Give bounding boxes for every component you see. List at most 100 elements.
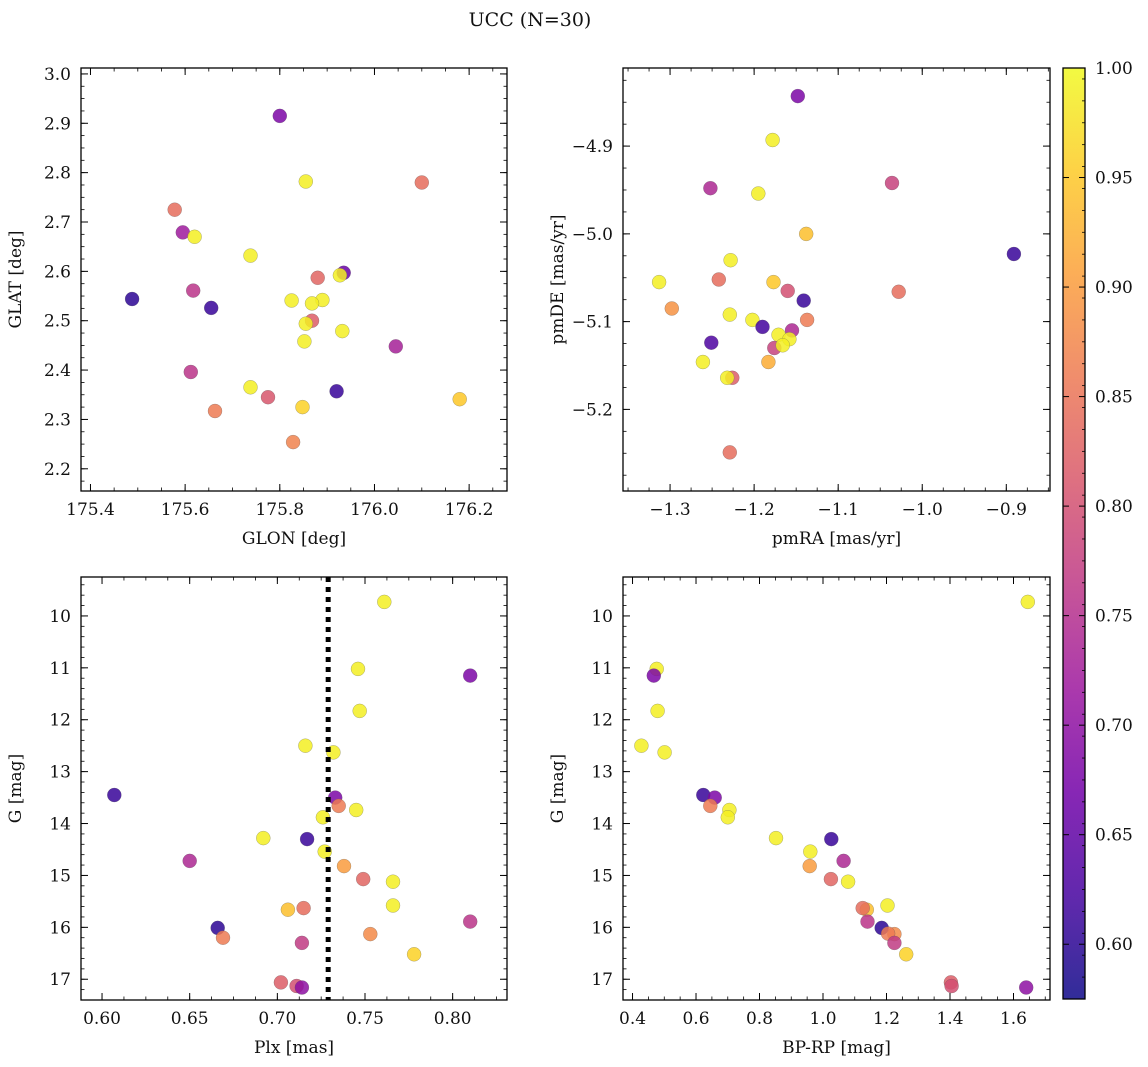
y-tick-label: 2.8 xyxy=(44,164,71,184)
scatter-point xyxy=(295,399,310,415)
scatter-point xyxy=(352,703,367,719)
x-axis-label: pmRA [mas/yr] xyxy=(772,529,901,549)
scatter-point xyxy=(899,947,914,962)
x-axis-label: BP-RP [mag] xyxy=(782,1038,891,1058)
x-tick-label: 0.60 xyxy=(83,1009,121,1029)
y-tick-label: 17 xyxy=(49,970,71,990)
scatter-point xyxy=(203,300,219,316)
y-tick-label: −5.2 xyxy=(572,400,613,420)
x-tick-label: 1.4 xyxy=(936,1009,963,1029)
x-axis-label: GLON [deg] xyxy=(242,529,346,549)
scatter-point xyxy=(780,283,795,299)
x-tick-label: 175.6 xyxy=(161,500,210,520)
scatter-point xyxy=(349,802,364,818)
scatter-point xyxy=(884,175,900,191)
scatter-point xyxy=(1006,246,1022,262)
x-tick-label: 0.80 xyxy=(434,1009,472,1029)
x-tick-label: 175.4 xyxy=(66,500,115,520)
colorbar: 0.60 0.65 0.70 0.75 0.80 0.85 0.90 0.95 1.00 xyxy=(1062,59,1133,1000)
scatter-point xyxy=(215,930,231,945)
scatter-point xyxy=(651,274,667,290)
colorbar-tick-label: 1.00 xyxy=(1095,59,1133,79)
scatter-point xyxy=(260,390,276,405)
colorbar-fill xyxy=(1063,68,1085,999)
scatter-point xyxy=(452,392,467,407)
scatter-point xyxy=(294,980,310,995)
x-tick-label: 1.0 xyxy=(809,1009,836,1029)
scatter-points xyxy=(634,594,1036,995)
scatter-point xyxy=(695,354,711,370)
y-axis-label: pmDE [mas/yr] xyxy=(548,214,568,344)
y-tick-label: 11 xyxy=(49,659,71,679)
scatter-point xyxy=(704,335,719,350)
scatter-point xyxy=(414,175,429,190)
y-tick-label: 2.3 xyxy=(44,410,71,430)
scatter-point xyxy=(664,301,679,316)
x-tick-label: −1.3 xyxy=(649,500,690,520)
y-tick-label: 14 xyxy=(591,815,613,835)
y-tick-label: 17 xyxy=(591,970,613,990)
colorbar-tick-label: 0.80 xyxy=(1095,497,1133,517)
scatter-point xyxy=(887,935,902,951)
y-tick-label: −5.1 xyxy=(572,313,613,333)
scatter-point xyxy=(363,926,378,942)
scatter-point xyxy=(388,339,403,354)
colorbar-tick-label: 0.75 xyxy=(1095,607,1133,627)
y-axis-label: GLAT [deg] xyxy=(6,230,26,328)
scatter-point xyxy=(298,174,313,189)
ticks: 0.4 0.6 0.8 1.0 1.2 1.4 1.6 10 11 12 13 14 15 16 17 xyxy=(591,577,1050,1029)
axes-frame xyxy=(622,576,1051,1001)
scatter-point xyxy=(284,293,299,308)
scatter-point xyxy=(796,293,811,308)
scatter-point xyxy=(335,323,350,339)
scatter-point xyxy=(299,831,315,847)
x-tick-label: 0.6 xyxy=(682,1009,709,1029)
scatter-point xyxy=(272,108,287,124)
scatter-point xyxy=(185,283,201,298)
scatter-point xyxy=(840,874,856,889)
scatter-point xyxy=(167,202,182,217)
x-tick-label: −1.0 xyxy=(902,500,943,520)
scatter-point xyxy=(745,312,760,328)
scatter-point xyxy=(761,354,776,370)
scatter-point xyxy=(723,253,738,268)
scatter-point xyxy=(855,900,870,916)
scatter-point xyxy=(768,830,784,846)
scatter-point xyxy=(385,874,401,889)
scatter-point xyxy=(1020,594,1036,610)
scatter-point xyxy=(187,229,202,245)
y-tick-label: 3.0 xyxy=(44,65,71,85)
colorbar-tick-label: 0.85 xyxy=(1095,388,1133,408)
x-tick-label: 0.8 xyxy=(746,1009,773,1029)
scatter-point xyxy=(722,307,737,322)
x-tick-label: 176.0 xyxy=(350,500,399,520)
scatter-points xyxy=(107,594,478,995)
y-tick-label: 12 xyxy=(591,711,613,731)
scatter-point xyxy=(350,661,366,677)
scatter-point xyxy=(657,745,672,760)
scatter-point xyxy=(297,334,312,349)
panel-glon-glat: 175.4 175.6 175.8 176.0 176.2 2.2 2.3 2.4 2.5 2.6… xyxy=(6,65,508,549)
scatter-point xyxy=(720,810,735,825)
colorbar-tick-label: 0.60 xyxy=(1095,935,1133,955)
scatter-points xyxy=(124,108,467,450)
scatter-point xyxy=(1018,980,1034,995)
scatter-point xyxy=(824,831,839,847)
scatter-point xyxy=(182,853,197,869)
x-tick-label: −1.2 xyxy=(733,500,774,520)
scatter-point xyxy=(273,975,289,990)
scatter-point xyxy=(207,403,223,419)
scatter-point xyxy=(775,338,790,353)
scatter-point xyxy=(751,186,766,201)
y-tick-label: −4.9 xyxy=(572,137,613,157)
colorbar-tick-label: 0.95 xyxy=(1095,169,1133,189)
scatter-point xyxy=(463,914,478,929)
scatter-point xyxy=(243,248,258,263)
scatter-point xyxy=(280,902,296,917)
scatter-point xyxy=(294,935,310,951)
axes-frame xyxy=(622,67,1051,492)
scatter-point xyxy=(799,312,815,328)
scatter-point xyxy=(722,445,737,460)
ticks: −1.3 −1.2 −1.1 −1.0 −0.9 −5.2 −5.1 −5.0 −4.9 xyxy=(572,68,1050,520)
